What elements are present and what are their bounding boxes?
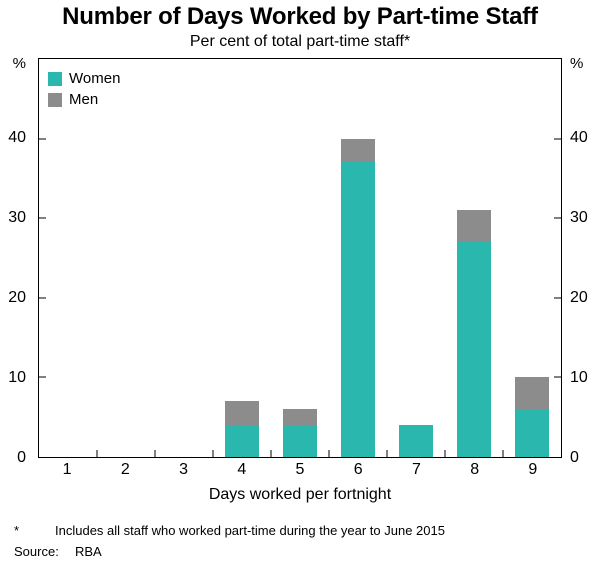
legend: Women Men xyxy=(48,71,120,113)
x-axis-title: Days worked per fortnight xyxy=(208,486,392,503)
x-tick-label-7: 7 xyxy=(411,461,421,478)
y-tick-label-left-30: 30 xyxy=(8,209,26,226)
x-axis-labels: 1 2 3 4 5 6 7 8 9 xyxy=(38,461,562,483)
bar-day-8-men-segment xyxy=(457,210,491,243)
y-axis-right: % 0 10 20 30 40 xyxy=(566,55,598,466)
tick-left xyxy=(39,138,46,140)
y-axis-unit-right: % xyxy=(570,55,584,72)
tick-left xyxy=(39,297,46,299)
tick-right xyxy=(554,217,561,219)
y-axis-left: % 0 10 20 30 40 xyxy=(0,55,32,466)
x-tick-label-3: 3 xyxy=(179,461,188,478)
tick-left xyxy=(39,217,46,219)
y-tick-label-left-0: 0 xyxy=(17,449,26,466)
y-tick-label-right-0: 0 xyxy=(570,449,579,466)
source-line: Source: RBA xyxy=(14,544,586,559)
footnote-asterisk: * xyxy=(14,523,20,538)
tick-bottom xyxy=(96,450,98,457)
tick-bottom xyxy=(444,450,446,457)
x-tick-label-4: 4 xyxy=(237,461,247,478)
x-tick-label-5: 5 xyxy=(295,461,305,478)
bar-day-7 xyxy=(399,59,433,457)
bar-day-5 xyxy=(283,59,317,457)
tick-bottom xyxy=(502,450,504,457)
tick-bottom xyxy=(212,450,214,457)
y-tick-label-right-10: 10 xyxy=(570,369,588,386)
tick-right xyxy=(554,297,561,299)
tick-right xyxy=(554,376,561,378)
tick-right xyxy=(554,138,561,140)
women-color-swatch xyxy=(48,71,62,86)
legend-item-men: Men xyxy=(48,92,120,107)
y-axis-unit-left: % xyxy=(12,55,26,72)
tick-bottom xyxy=(154,450,156,457)
chart-title: Number of Days Worked by Part-time Staff xyxy=(62,3,538,30)
footnote: * Includes all staff who worked part-tim… xyxy=(14,523,586,538)
y-tick-label-right-40: 40 xyxy=(570,129,588,146)
bar-day-4 xyxy=(225,59,259,457)
y-tick-label-left-10: 10 xyxy=(8,369,26,386)
bar-day-4-men-segment xyxy=(225,401,259,426)
bar-day-6-men-segment xyxy=(341,138,375,163)
bar-day-7-women-segment xyxy=(399,425,433,457)
footnote-text: Includes all staff who worked part-time … xyxy=(55,523,445,538)
legend-label-men: Men xyxy=(69,91,99,108)
bar-day-6 xyxy=(341,59,375,457)
bar-day-9-men-segment xyxy=(515,377,549,410)
plot-area: Women Men xyxy=(38,58,562,458)
chart-subtitle: Per cent of total part-time staff* xyxy=(189,33,411,50)
bar-day-4-women-segment xyxy=(225,425,259,457)
bar-day-9 xyxy=(515,59,549,457)
x-tick-label-6: 6 xyxy=(353,461,363,478)
y-tick-label-left-20: 20 xyxy=(8,289,26,306)
x-tick-label-1: 1 xyxy=(62,461,72,478)
source-label: Source: xyxy=(14,544,59,559)
bar-day-6-women-segment xyxy=(341,162,375,457)
bar-day-5-men-segment xyxy=(283,409,317,426)
bar-day-9-women-segment xyxy=(515,409,549,457)
bar-day-8-women-segment xyxy=(457,242,491,457)
legend-label-women: Women xyxy=(69,70,121,87)
y-tick-label-left-40: 40 xyxy=(8,129,26,146)
bar-day-8 xyxy=(457,59,491,457)
y-tick-label-right-20: 20 xyxy=(570,289,588,306)
tick-bottom xyxy=(386,450,388,457)
tick-bottom xyxy=(328,450,330,457)
tick-bottom xyxy=(270,450,272,457)
source-value: RBA xyxy=(75,544,102,559)
x-tick-label-8: 8 xyxy=(470,461,480,478)
x-tick-label-2: 2 xyxy=(120,461,130,478)
x-tick-label-9: 9 xyxy=(528,461,538,478)
men-color-swatch xyxy=(48,92,62,107)
bar-day-5-women-segment xyxy=(283,425,317,457)
y-tick-label-right-30: 30 xyxy=(570,209,588,226)
tick-left xyxy=(39,376,46,378)
legend-item-women: Women xyxy=(48,71,120,86)
